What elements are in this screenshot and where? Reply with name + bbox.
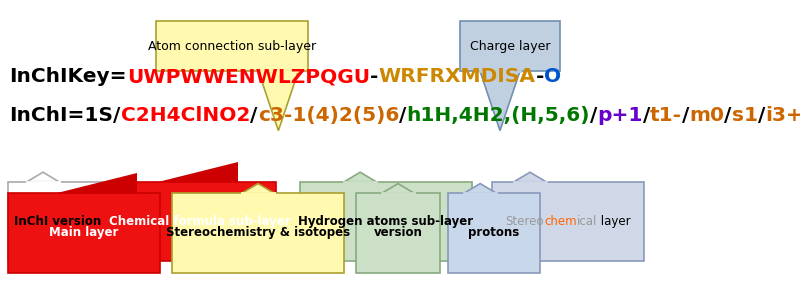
- Text: -: -: [370, 67, 378, 86]
- Text: Stereochemistry & isotopes: Stereochemistry & isotopes: [166, 226, 350, 239]
- Polygon shape: [514, 172, 546, 182]
- FancyBboxPatch shape: [156, 21, 308, 71]
- Text: InChI version: InChI version: [14, 215, 102, 228]
- Text: protons: protons: [468, 226, 520, 239]
- FancyBboxPatch shape: [300, 182, 472, 261]
- Text: InChI=1S/: InChI=1S/: [10, 106, 121, 124]
- Text: /: /: [725, 106, 732, 124]
- Text: /: /: [399, 106, 406, 124]
- Polygon shape: [480, 71, 520, 131]
- Text: O: O: [544, 67, 561, 86]
- Text: version: version: [374, 226, 422, 239]
- Text: h1H,4H2,(H,5,6): h1H,4H2,(H,5,6): [406, 106, 590, 124]
- Polygon shape: [344, 172, 376, 182]
- Text: /: /: [682, 106, 690, 124]
- FancyBboxPatch shape: [448, 193, 540, 273]
- Polygon shape: [27, 172, 59, 182]
- Text: /: /: [250, 106, 258, 124]
- Text: layer: layer: [597, 215, 630, 228]
- FancyBboxPatch shape: [356, 193, 440, 273]
- Polygon shape: [57, 173, 137, 193]
- FancyBboxPatch shape: [124, 182, 276, 261]
- Text: /: /: [590, 106, 598, 124]
- Text: Chemical formula sub-layer: Chemical formula sub-layer: [109, 215, 291, 228]
- Polygon shape: [242, 183, 274, 193]
- Text: Main layer: Main layer: [50, 226, 118, 239]
- Polygon shape: [382, 183, 414, 193]
- Text: /: /: [758, 106, 766, 124]
- Text: ical: ical: [577, 215, 597, 228]
- Text: InChIKey=: InChIKey=: [10, 67, 127, 86]
- Text: WRFRXMDISA: WRFRXMDISA: [378, 67, 536, 86]
- Text: Charge layer: Charge layer: [470, 40, 550, 53]
- Text: s1: s1: [732, 106, 758, 124]
- Polygon shape: [258, 71, 298, 131]
- Text: C2H4ClNO2: C2H4ClNO2: [121, 106, 250, 124]
- Text: m0: m0: [690, 106, 725, 124]
- FancyBboxPatch shape: [8, 182, 108, 261]
- Polygon shape: [464, 183, 496, 193]
- FancyBboxPatch shape: [492, 182, 644, 261]
- Text: -: -: [536, 67, 544, 86]
- Text: t1-: t1-: [650, 106, 682, 124]
- Text: p+1: p+1: [598, 106, 642, 124]
- FancyBboxPatch shape: [172, 193, 344, 273]
- Text: i3+0: i3+0: [766, 106, 800, 124]
- FancyBboxPatch shape: [460, 21, 560, 71]
- Polygon shape: [158, 162, 238, 182]
- Text: /: /: [642, 106, 650, 124]
- Text: chem: chem: [544, 215, 577, 228]
- Text: c3-1(4)2(5)6: c3-1(4)2(5)6: [258, 106, 399, 124]
- Text: Hydrogen atoms sub-layer: Hydrogen atoms sub-layer: [298, 215, 474, 228]
- Text: Atom connection sub-layer: Atom connection sub-layer: [148, 40, 316, 53]
- Text: UWPWWENWLZPQGU: UWPWWENWLZPQGU: [127, 67, 370, 86]
- Text: Stereo: Stereo: [506, 215, 544, 228]
- FancyBboxPatch shape: [8, 193, 160, 273]
